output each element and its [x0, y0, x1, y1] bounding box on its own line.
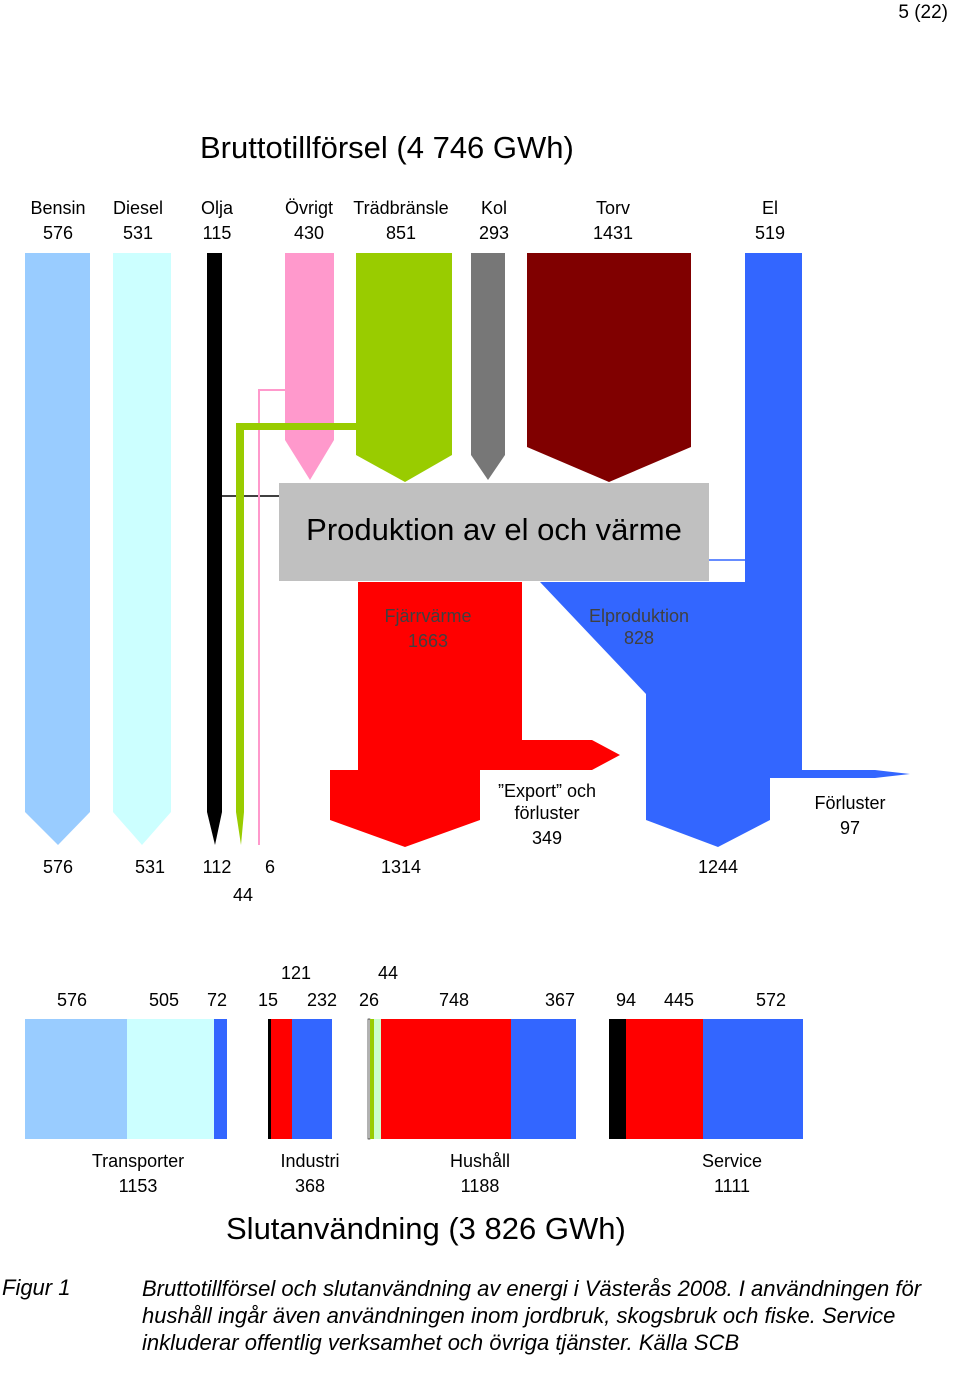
sector-service-value: 1111: [713, 1176, 751, 1196]
sector-transporter-value: 1153: [118, 1176, 158, 1196]
sector-industri-label: Industri: [280, 1151, 340, 1171]
end-use-title: Slutanvändning (3 826 GWh): [226, 1211, 626, 1246]
figure-label: Figur 1: [2, 1275, 71, 1300]
value-fjarrvarme-out: 1314: [380, 857, 422, 877]
source-ovrigt-label: Övrigt: [284, 198, 333, 218]
dist-value-7: 748: [438, 990, 470, 1010]
flow-bensin: [25, 253, 90, 845]
dist-value-top-2: 44: [377, 963, 399, 983]
supply-title: Bruttotillförsel (4 746 GWh): [200, 130, 574, 165]
source-torv-value: 1431: [592, 223, 634, 243]
value-diesel-out: 531: [134, 857, 166, 877]
sector-hushall-label: Hushåll: [449, 1151, 511, 1171]
elproduktion-label: Elproduktion: [588, 606, 690, 626]
flow-el: [745, 253, 802, 770]
dist-value-10: 445: [663, 990, 695, 1010]
sector-service-bar: [609, 1019, 803, 1139]
dist-value-5: 232: [306, 990, 338, 1010]
source-bensin-value: 576: [42, 223, 74, 243]
sector-industri-value: 368: [294, 1176, 326, 1196]
source-bensin-label: Bensin: [30, 198, 86, 218]
sector-transporter-bar: [25, 1019, 227, 1139]
export-label-line2: förluster: [514, 803, 580, 823]
figure-caption: Bruttotillförsel och slutanvändning av e…: [142, 1276, 922, 1355]
sector-hushall-value: 1188: [460, 1176, 500, 1196]
dist-value-6: 26: [358, 990, 380, 1010]
source-el-value: 519: [754, 223, 786, 243]
losses-value: 97: [839, 818, 861, 838]
flow-ovrigt: [285, 253, 334, 480]
fjarrvarme-value: 1663: [407, 631, 449, 651]
flow-tradbransle: [356, 253, 452, 482]
value-tradbransle-out: 44: [232, 885, 254, 905]
production-label: Produktion av el och värme: [306, 512, 682, 547]
page-number: 5 (22): [898, 2, 948, 23]
dist-value-11: 572: [755, 990, 787, 1010]
value-el-out: 1244: [697, 857, 739, 877]
source-tradbransle-label: Trädbränsle: [353, 198, 449, 218]
elproduktion-value: 828: [623, 628, 655, 648]
dist-value-4: 15: [257, 990, 279, 1010]
source-olja-label: Olja: [200, 198, 233, 218]
flow-diesel: [113, 253, 171, 845]
flow-ovrigt-branch: [258, 389, 285, 845]
source-torv-label: Torv: [595, 198, 630, 218]
value-olja-out: 112: [202, 857, 232, 877]
sector-service-label: Service: [701, 1151, 763, 1171]
export-value: 349: [531, 828, 563, 848]
value-bensin-out: 576: [42, 857, 74, 877]
dist-value-8: 367: [544, 990, 576, 1010]
dist-value-2: 505: [148, 990, 180, 1010]
losses-label: Förluster: [814, 793, 886, 813]
sector-transporter-label: Transporter: [91, 1151, 185, 1171]
source-tradbransle-value: 851: [385, 223, 417, 243]
dist-value-top-1: 121: [280, 963, 312, 983]
source-diesel-value: 531: [122, 223, 154, 243]
source-el-label: El: [761, 198, 778, 218]
flow-elproduktion: [540, 582, 802, 847]
sector-hushall-bar: [367, 1018, 576, 1140]
source-olja-value: 115: [202, 223, 232, 243]
source-ovrigt-value: 430: [293, 223, 325, 243]
source-kol-value: 293: [478, 223, 510, 243]
source-diesel-label: Diesel: [112, 198, 164, 218]
fjarrvarme-label: Fjärrvärme: [384, 606, 472, 626]
flow-torv: [527, 253, 691, 482]
dist-value-9: 94: [615, 990, 637, 1010]
flow-kol: [471, 253, 505, 480]
flow-fjarrvarme: [330, 582, 620, 847]
source-kol-label: Kol: [480, 198, 507, 218]
flow-el-losses: [802, 770, 910, 778]
sector-industri-bar: [268, 1019, 332, 1139]
dist-value-3: 72: [206, 990, 228, 1010]
flow-olja: [207, 253, 222, 845]
dist-value-1: 576: [56, 990, 88, 1010]
value-ovrigt-out: 6: [264, 857, 275, 877]
export-label-line1: ”Export” och: [497, 781, 597, 801]
production-box: [279, 483, 709, 581]
